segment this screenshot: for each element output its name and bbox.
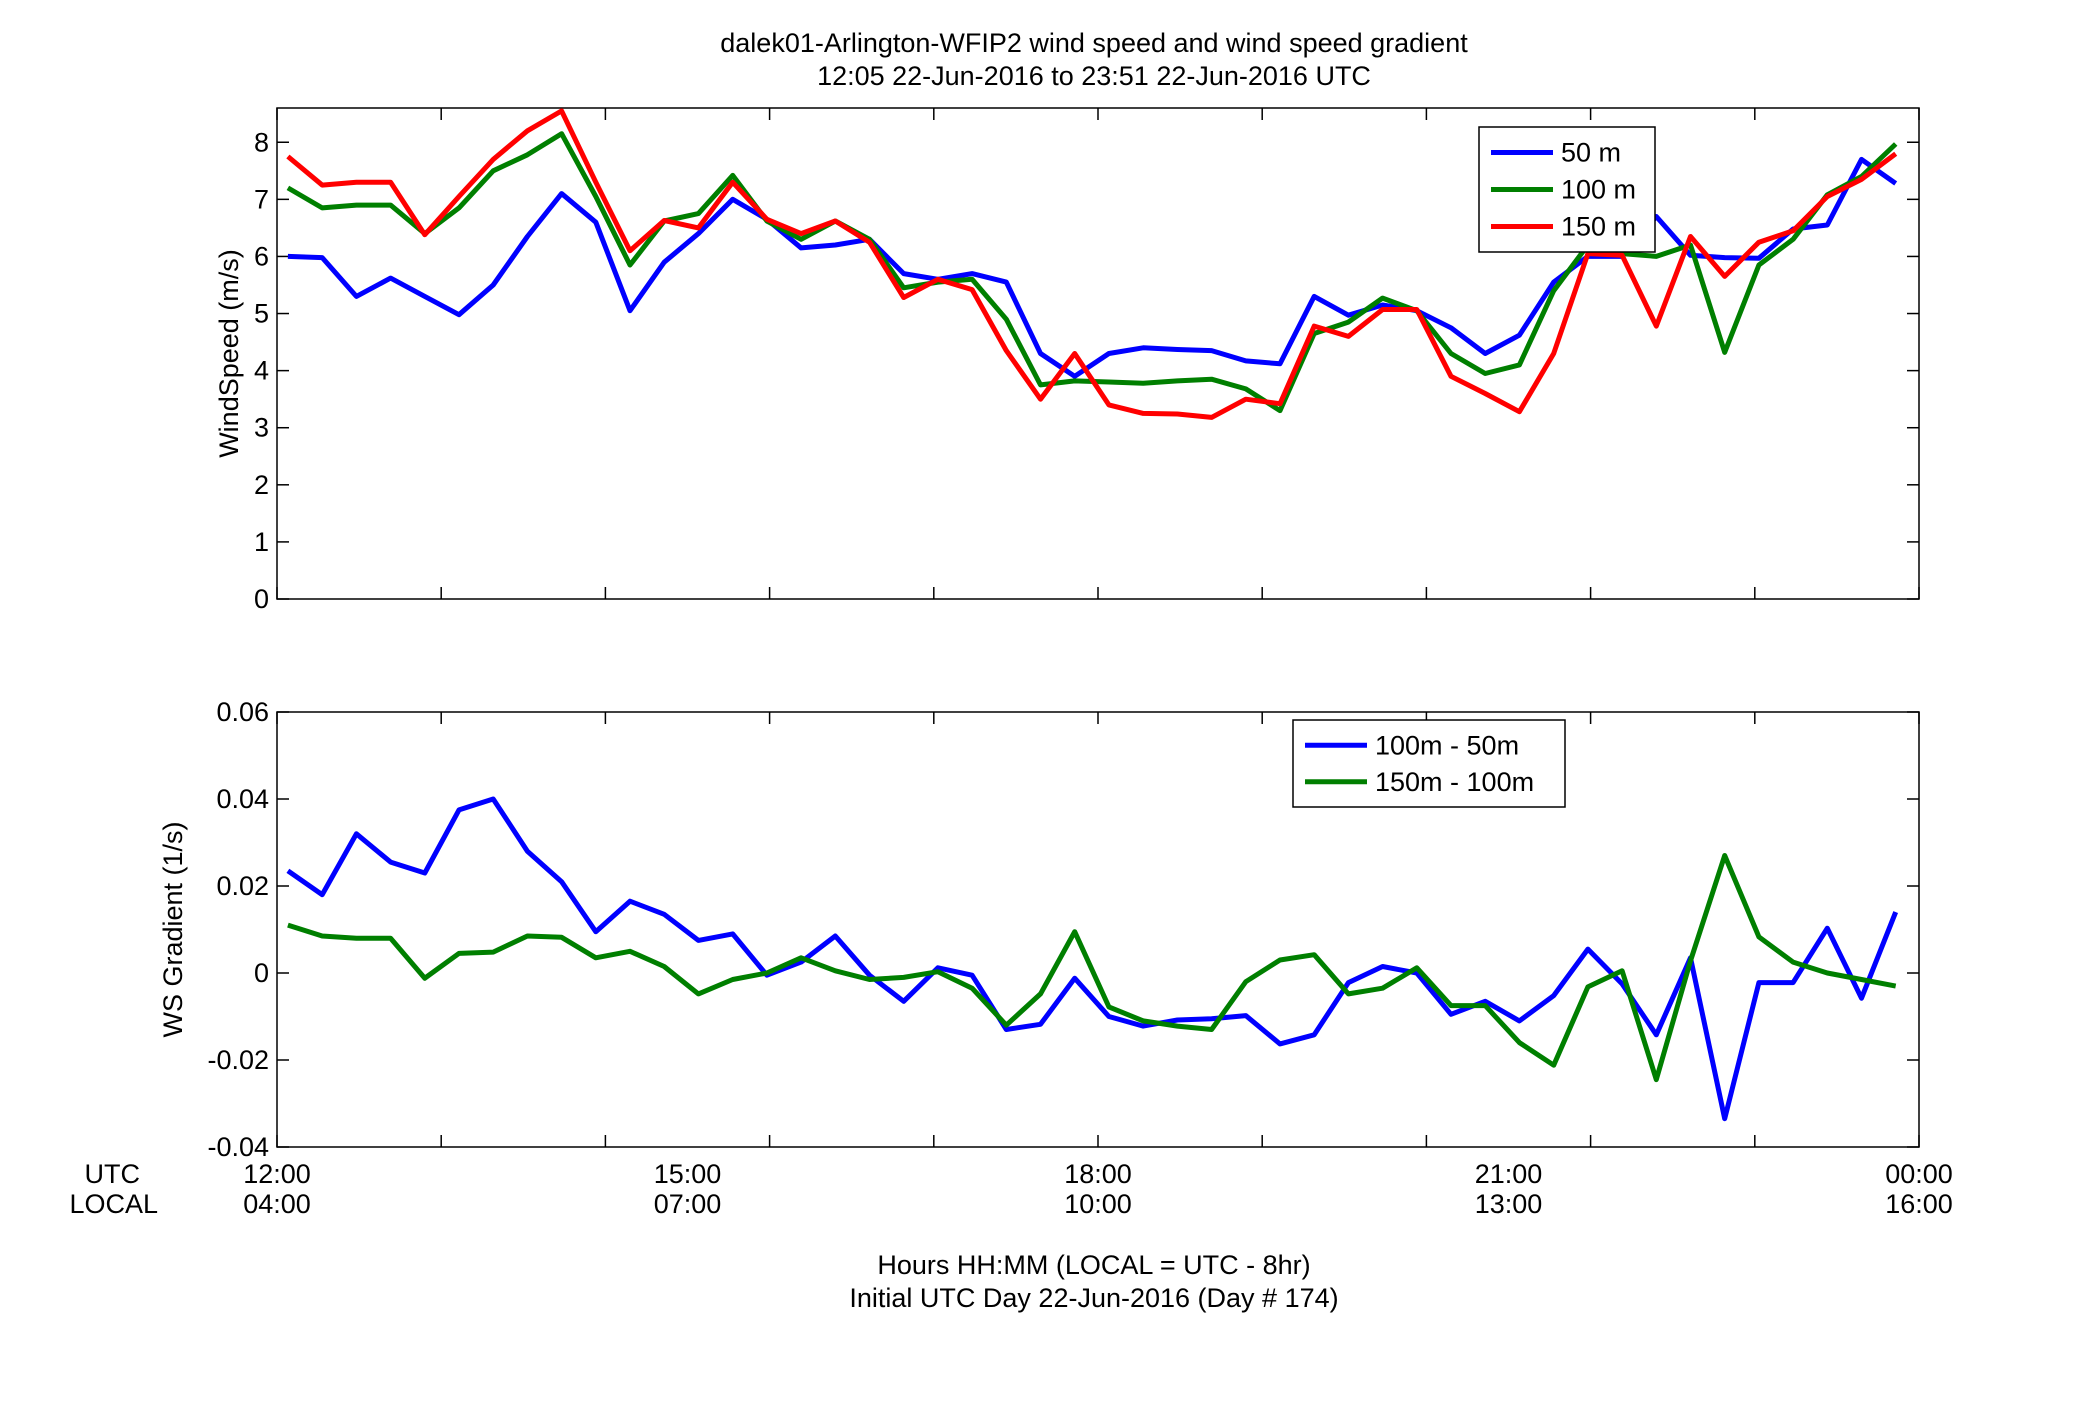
x-tick-label-local: 16:00: [1885, 1189, 1953, 1219]
utc-row-label: UTC: [85, 1159, 141, 1189]
initial-day-label: Initial UTC Day 22-Jun-2016 (Day # 174): [849, 1283, 1338, 1313]
x-tick-label-local: 13:00: [1475, 1189, 1543, 1219]
y-tick-label: 0: [254, 584, 269, 614]
y-tick-label: -0.02: [207, 1045, 269, 1075]
legend: 50 m 100 m 150 m: [1478, 126, 1656, 253]
legend-label: 50 m: [1561, 138, 1621, 168]
legend: 100m - 50m 150m - 100m: [1292, 719, 1566, 808]
legend-label: 100m - 50m: [1375, 730, 1519, 760]
x-tick-label-utc: 12:00: [243, 1159, 311, 1189]
y-tick-label: 7: [254, 184, 269, 214]
x-tick-label-utc: 18:00: [1064, 1159, 1132, 1189]
x-axis-label: Hours HH:MM (LOCAL = UTC - 8hr): [877, 1250, 1310, 1280]
legend-label: 100 m: [1561, 175, 1636, 205]
axes-frame: [276, 711, 1920, 1148]
x-tick-label-local: 04:00: [243, 1189, 311, 1219]
windspeed-panel: 0 1 2 3 4 5 6 7 8 WindSpeed (m/s) 50 m 100 m 150 m: [214, 107, 1920, 614]
y-tick-label: 1: [254, 527, 269, 557]
y-axis-label: WindSpeed (m/s): [214, 249, 244, 458]
figure-title: dalek01-Arlington-WFIP2 wind speed and w…: [720, 28, 1468, 58]
axes-frame: [276, 107, 1920, 600]
x-tick-label-local: 07:00: [654, 1189, 722, 1219]
series-line-150-m: [286, 108, 1898, 420]
legend-label: 150 m: [1561, 212, 1636, 242]
y-tick-label: 6: [254, 241, 269, 271]
figure-subtitle: 12:05 22-Jun-2016 to 23:51 22-Jun-2016 U…: [817, 61, 1371, 91]
x-tick-label-utc: 21:00: [1475, 1159, 1543, 1189]
x-tick-label-utc: 15:00: [654, 1159, 722, 1189]
y-axis-label: WS Gradient (1/s): [158, 821, 188, 1037]
legend-label: 150m - 100m: [1375, 767, 1534, 797]
x-tick-label-local: 10:00: [1064, 1189, 1132, 1219]
y-tick-label: 0.06: [216, 697, 269, 727]
y-tick-label: 4: [254, 356, 269, 386]
y-tick-label: 3: [254, 413, 269, 443]
local-row-label: LOCAL: [69, 1189, 158, 1219]
y-tick-label: 0.02: [216, 871, 269, 901]
y-tick-label: 8: [254, 127, 269, 157]
y-tick-label: 2: [254, 470, 269, 500]
y-tick-label: 5: [254, 299, 269, 329]
series-line-150m-100m: [287, 853, 1897, 1083]
x-tick-label-utc: 00:00: [1885, 1159, 1953, 1189]
y-tick-label: -0.04: [207, 1132, 269, 1162]
legend-box: [1292, 719, 1566, 808]
y-tick-label: 0.04: [216, 784, 269, 814]
y-tick-label: 0: [254, 958, 269, 988]
